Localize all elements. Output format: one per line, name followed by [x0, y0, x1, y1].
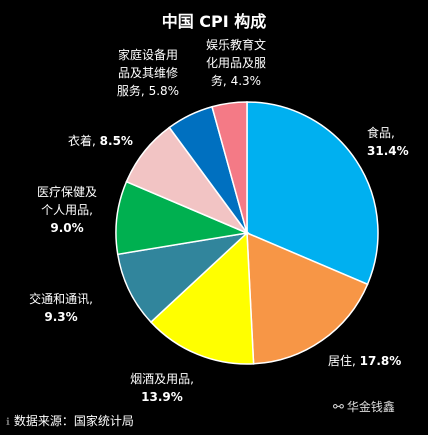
data-source-text: 数据来源：国家统计局	[13, 414, 134, 428]
label-transport: 交通和通讯, 9.3%	[29, 292, 93, 324]
label-tobacco: 烟酒及用品, 13.9%	[130, 372, 194, 404]
label-housing: 居住, 17.8%	[328, 354, 402, 368]
pie-slice-3	[116, 231, 250, 324]
pie-slice-1	[246, 231, 369, 365]
watermark-text: 华金钱鑫	[346, 400, 395, 414]
pie-slice-7	[211, 101, 248, 234]
pie-slice-2	[149, 231, 255, 365]
chart-title: 中国 CPI 构成	[161, 12, 267, 31]
watermark: ⚯ 华金钱鑫	[333, 398, 395, 415]
label-food: 食品, 31.4%	[367, 126, 409, 158]
label-medical: 医疗保健及 个人用品, 9.0%	[36, 185, 97, 235]
data-source: ℹ 数据来源：国家统计局	[6, 412, 134, 429]
label-clothing: 衣着, 8.5%	[68, 134, 133, 148]
label-household: 家庭设备用 品及其维修 服务, 5.8%	[116, 48, 180, 98]
wechat-icon: ⚯	[333, 400, 344, 415]
bullet-icon: ℹ	[6, 417, 10, 428]
pie-slice-0	[246, 101, 379, 286]
pie-slices	[115, 101, 379, 365]
label-entertainment: 娱乐教育文 化用品及服 务, 4.3%	[205, 38, 266, 88]
